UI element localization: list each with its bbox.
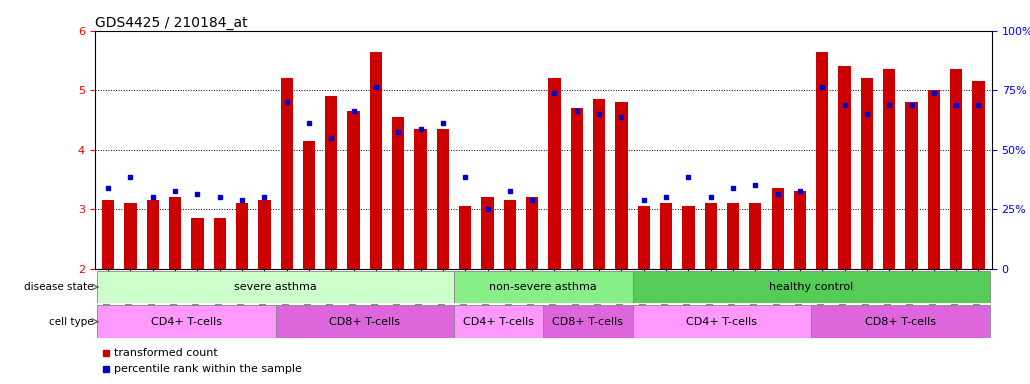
Bar xyxy=(727,204,740,269)
Bar xyxy=(325,96,338,269)
Bar xyxy=(504,200,516,269)
Bar xyxy=(303,141,315,269)
Bar xyxy=(481,197,493,269)
Bar xyxy=(370,51,382,269)
Text: severe asthma: severe asthma xyxy=(234,282,317,292)
Bar xyxy=(950,70,962,269)
Bar xyxy=(615,102,627,269)
Bar xyxy=(771,189,784,269)
Bar xyxy=(97,305,275,338)
Bar xyxy=(632,305,811,338)
Text: non-severe asthma: non-severe asthma xyxy=(489,282,597,292)
Bar xyxy=(437,129,449,269)
Bar xyxy=(543,305,632,338)
Bar xyxy=(275,305,454,338)
Text: GDS4425 / 210184_at: GDS4425 / 210184_at xyxy=(95,16,247,30)
Bar xyxy=(660,204,673,269)
Bar xyxy=(682,206,694,269)
Text: CD4+ T-cells: CD4+ T-cells xyxy=(464,316,535,327)
Text: CD4+ T-cells: CD4+ T-cells xyxy=(150,316,221,327)
Bar xyxy=(638,206,650,269)
Bar xyxy=(838,66,851,269)
Bar xyxy=(146,200,159,269)
Text: CD8+ T-cells: CD8+ T-cells xyxy=(330,316,401,327)
Bar xyxy=(816,51,828,269)
Bar xyxy=(213,218,226,269)
Bar xyxy=(861,78,873,269)
Text: cell type: cell type xyxy=(49,316,94,327)
Bar xyxy=(548,78,560,269)
Bar xyxy=(972,81,985,269)
Text: healthy control: healthy control xyxy=(769,282,853,292)
Bar xyxy=(102,200,114,269)
Bar xyxy=(749,204,761,269)
Bar xyxy=(236,204,248,269)
Text: percentile rank within the sample: percentile rank within the sample xyxy=(114,364,303,374)
Bar xyxy=(571,108,583,269)
Bar xyxy=(392,117,405,269)
Bar xyxy=(593,99,606,269)
Bar xyxy=(883,70,895,269)
Bar xyxy=(794,191,806,269)
Text: CD8+ T-cells: CD8+ T-cells xyxy=(552,316,623,327)
Bar xyxy=(347,111,359,269)
Bar xyxy=(280,78,293,269)
Bar xyxy=(454,305,543,338)
Bar xyxy=(928,90,940,269)
Bar xyxy=(454,271,632,303)
Bar xyxy=(192,218,204,269)
Bar xyxy=(905,102,918,269)
Bar xyxy=(632,271,990,303)
Text: CD8+ T-cells: CD8+ T-cells xyxy=(865,316,936,327)
Bar xyxy=(125,204,137,269)
Bar xyxy=(259,200,271,269)
Bar xyxy=(705,204,717,269)
Bar xyxy=(169,197,181,269)
Text: transformed count: transformed count xyxy=(114,348,218,358)
Bar xyxy=(97,271,454,303)
Bar xyxy=(414,129,426,269)
Text: CD4+ T-cells: CD4+ T-cells xyxy=(686,316,757,327)
Bar xyxy=(459,206,472,269)
Bar xyxy=(526,197,539,269)
Bar xyxy=(811,305,990,338)
Text: disease state: disease state xyxy=(25,282,94,292)
